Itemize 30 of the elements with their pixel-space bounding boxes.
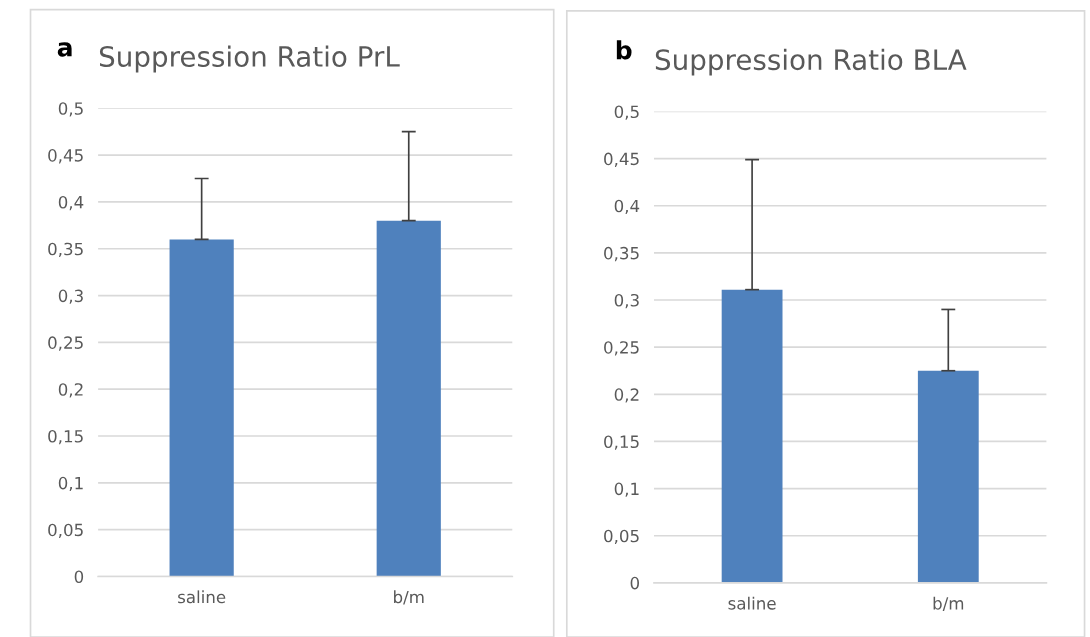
x-tick-label: b/m — [933, 596, 964, 611]
x-tick-label: saline — [728, 596, 776, 610]
y-tick-label: 0,5 — [58, 102, 83, 117]
y-tick-label: 0,5 — [614, 105, 639, 120]
y-tick-label: 0,15 — [48, 429, 83, 445]
y-tick-label: 0,25 — [48, 336, 83, 351]
x-tick-label: b/m — [394, 590, 424, 605]
y-tick-label: 0,4 — [58, 195, 84, 211]
y-tick-label: 0,1 — [614, 482, 639, 497]
y-tick-label: 0,35 — [604, 246, 639, 262]
y-tick-label: 0,15 — [604, 435, 639, 450]
text: b — [616, 40, 632, 60]
chart-title: Suppression Ratio PrL — [99, 45, 400, 73]
y-tick-label: 0,05 — [604, 529, 639, 544]
y-tick-label: 0,2 — [614, 388, 639, 403]
y-tick-label: 0,25 — [604, 341, 639, 356]
y-tick-label: 0,35 — [48, 242, 83, 258]
y-tick-label: 0,3 — [58, 289, 83, 304]
y-tick-label: 0,05 — [48, 523, 83, 538]
y-tick-label: 0,4 — [614, 199, 640, 215]
y-tick-label: 0 — [74, 570, 84, 584]
text: a — [57, 42, 72, 57]
y-tick-label: 0,45 — [604, 152, 639, 167]
x-tick-label: saline — [178, 590, 226, 604]
y-tick-label: 0,2 — [58, 383, 83, 398]
y-tick-label: 0 — [630, 576, 639, 590]
y-tick-label: 0,1 — [58, 476, 83, 492]
y-tick-label: 0,45 — [48, 149, 83, 164]
chart-title: Suppression Ratio BLA — [655, 48, 967, 76]
y-tick-label: 0,3 — [614, 293, 639, 309]
